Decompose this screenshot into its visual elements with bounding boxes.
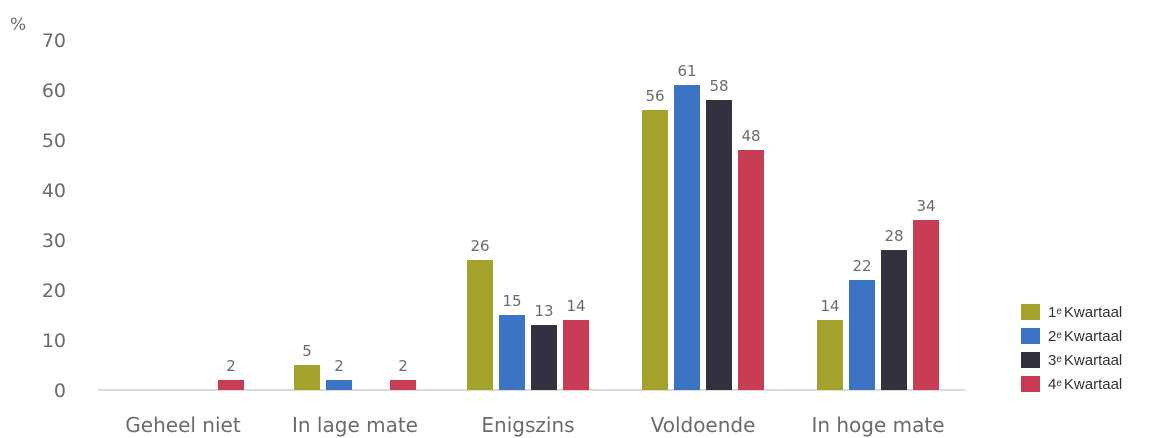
- legend-item: 3 e Kwartaal: [1021, 348, 1122, 372]
- y-tick-label: 60: [42, 80, 66, 102]
- y-tick-label: 30: [42, 230, 66, 252]
- legend-swatch: [1021, 328, 1040, 344]
- bars: [218, 85, 939, 390]
- bar: [817, 320, 843, 390]
- y-axis-unit-label: %: [10, 15, 26, 35]
- legend-swatch: [1021, 376, 1040, 392]
- bar-value-label: 56: [645, 87, 664, 105]
- x-category-label: Voldoende: [651, 413, 756, 437]
- bar-value-label: 28: [884, 227, 903, 245]
- x-category-label: Geheel niet: [125, 413, 241, 437]
- bar: [913, 220, 939, 390]
- category-labels: Geheel niet In lage mate Enigszins Voldoend…: [125, 413, 944, 437]
- legend-number: 1: [1048, 303, 1057, 321]
- bar-value-label: 15: [502, 292, 521, 310]
- y-tick-label: 10: [42, 330, 66, 352]
- bar-value-label: 14: [566, 297, 585, 315]
- legend-number: 3: [1048, 351, 1057, 369]
- bar: [294, 365, 320, 390]
- bar-value-label: 2: [398, 357, 408, 375]
- legend-item: 2 e Kwartaal: [1021, 324, 1122, 348]
- bar-value-label: 22: [852, 257, 871, 275]
- legend-swatch: [1021, 352, 1040, 368]
- bar: [326, 380, 352, 390]
- y-tick-label: 0: [54, 380, 66, 402]
- legend-number: 4: [1048, 375, 1057, 393]
- x-category-label: Enigszins: [481, 413, 574, 437]
- bar: [706, 100, 732, 390]
- y-tick-label: 20: [42, 280, 66, 302]
- bar: [738, 150, 764, 390]
- bar: [674, 85, 700, 390]
- legend: 1 e Kwartaal 2 e Kwartaal 3 e Kwartaal 4 e Kwartaal: [1021, 300, 1122, 396]
- bar: [499, 315, 525, 390]
- bar-value-label: 48: [741, 127, 760, 145]
- legend-item: 1 e Kwartaal: [1021, 300, 1122, 324]
- bar: [531, 325, 557, 390]
- bar-value-label: 2: [334, 357, 344, 375]
- bar-value-label: 2: [226, 357, 236, 375]
- bar: [563, 320, 589, 390]
- bar: [390, 380, 416, 390]
- bar-value-label: 58: [709, 77, 728, 95]
- x-category-label: In lage mate: [292, 413, 418, 437]
- y-tick-label: 40: [42, 180, 66, 202]
- legend-number: 2: [1048, 327, 1057, 345]
- bar-value-label: 14: [820, 297, 839, 315]
- x-category-label: In hoge mate: [811, 413, 944, 437]
- bar: [881, 250, 907, 390]
- bar: [642, 110, 668, 390]
- legend-swatch: [1021, 304, 1040, 320]
- legend-label: Kwartaal: [1063, 327, 1123, 345]
- bar: [849, 280, 875, 390]
- y-axis-ticks: 0 10 20 30 40 50 60 70: [42, 30, 66, 402]
- legend-item: 4 e Kwartaal: [1021, 372, 1122, 396]
- legend-label: Kwartaal: [1063, 375, 1123, 393]
- bar: [467, 260, 493, 390]
- legend-label: Kwartaal: [1063, 351, 1123, 369]
- bar-value-label: 13: [534, 302, 553, 320]
- bar-value-label: 34: [916, 197, 935, 215]
- bar: [218, 380, 244, 390]
- bar-value-label: 26: [470, 237, 489, 255]
- bar-value-label: 61: [677, 62, 696, 80]
- y-tick-label: 50: [42, 130, 66, 152]
- y-tick-label: 70: [42, 30, 66, 52]
- legend-label: Kwartaal: [1063, 303, 1123, 321]
- bar-value-label: 5: [302, 342, 312, 360]
